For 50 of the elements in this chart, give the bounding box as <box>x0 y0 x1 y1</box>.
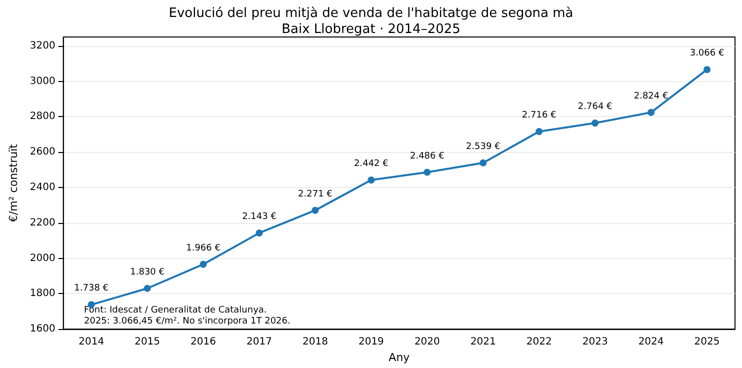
point <box>424 168 431 176</box>
x-tick-label: 2015 <box>134 336 160 348</box>
x-tick-label: 2016 <box>190 336 216 348</box>
x-tick-label: 2023 <box>582 336 608 348</box>
data-label: 2.716 € <box>522 110 557 121</box>
y-tick-label: 2800 <box>30 111 56 122</box>
annotation: 2025: 3.066,45 €/m². No s'incorpora 1T 2026. <box>84 316 290 326</box>
data-label: 2.143 € <box>242 212 277 222</box>
y-tick-label: 1600 <box>30 324 56 335</box>
point <box>648 108 655 116</box>
point <box>312 206 319 214</box>
y-tick-label: 2000 <box>30 252 56 264</box>
x-tick-label: 2024 <box>638 336 664 348</box>
y-tick-label: 2600 <box>30 146 56 158</box>
y-tick-label: 3000 <box>30 76 56 87</box>
data-label: 1.966 € <box>186 243 221 254</box>
x-tick-label: 2019 <box>358 336 384 348</box>
chart-subtitle: Baix Llobregat · 2014–2025 <box>282 22 460 37</box>
y-tick-label: 2400 <box>30 182 56 193</box>
point <box>144 284 151 292</box>
point <box>592 120 599 127</box>
data-label: 2.486 € <box>410 151 445 162</box>
x-tick-label: 2020 <box>414 336 440 348</box>
data-label: 2.271 € <box>298 189 333 200</box>
x-tick-label: 2022 <box>526 336 552 348</box>
chart-title: Evolució del preu mitjà de venda de l'habitatge de segona mà <box>168 6 574 21</box>
point <box>536 128 543 136</box>
x-tick-label: 2021 <box>470 336 496 348</box>
point <box>256 229 263 236</box>
x-tick-label: 2025 <box>694 336 720 348</box>
data-label: 1.830 € <box>130 267 165 278</box>
x-axis-title: Any <box>388 351 410 364</box>
x-tick-label: 2017 <box>246 336 272 348</box>
data-label: 1.738 € <box>74 284 109 294</box>
y-tick-label: 2200 <box>30 217 56 228</box>
data-label: 2.824 € <box>634 91 668 102</box>
y-tick-label: 3200 <box>30 40 56 52</box>
data-label: 2.442 € <box>354 159 389 170</box>
data-label: 3.066 € <box>690 48 724 59</box>
point <box>480 159 487 166</box>
point <box>200 260 207 268</box>
y-axis-title: €/m² construït <box>7 143 20 222</box>
point <box>368 176 375 184</box>
x-tick-label: 2014 <box>78 336 104 348</box>
y-tick-label: 1800 <box>30 288 56 300</box>
data-label: 2.764 € <box>578 102 613 112</box>
data-label: 2.539 € <box>466 142 501 152</box>
x-tick-label: 2018 <box>302 336 328 348</box>
point <box>704 66 711 74</box>
annotation: Font: Idescat / Generalitat de Catalunya. <box>84 306 267 316</box>
